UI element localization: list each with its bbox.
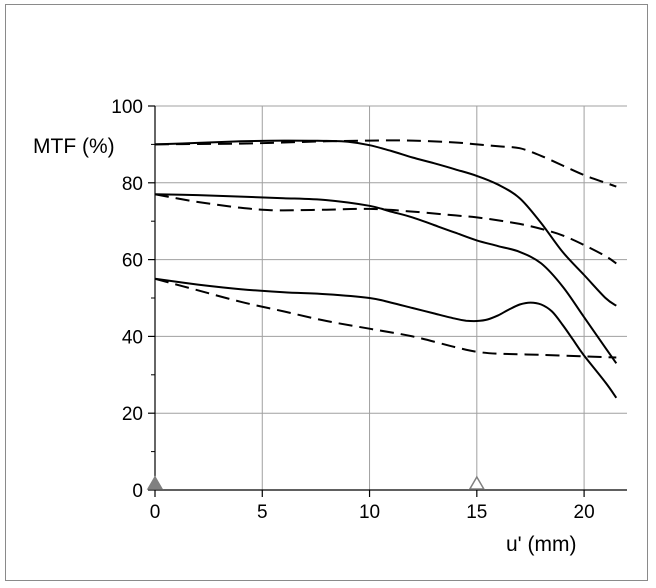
axes <box>148 105 627 497</box>
x-axis-label: u' (mm) <box>506 533 577 556</box>
series-line-2-dashed <box>154 139 617 188</box>
marker-triangle-outline-2 <box>468 475 486 490</box>
series-line-5-solid <box>154 277 618 399</box>
x-tick-label-0: 0 <box>150 502 161 523</box>
series-line-6-dashed <box>154 277 617 359</box>
series-line-1-solid <box>154 139 617 307</box>
y-axis-label: MTF (%) <box>33 135 115 158</box>
series-lines <box>154 139 618 399</box>
x-tick-label-20: 20 <box>574 502 595 523</box>
markers <box>146 475 486 490</box>
y-tick-label-60: 60 <box>122 251 143 272</box>
grid <box>155 105 627 490</box>
y-tick-label-100: 100 <box>111 97 143 118</box>
series-line-4-dashed <box>154 193 617 265</box>
tick-labels: 0 20 40 60 80 100 0 5 10 15 20 <box>111 97 594 523</box>
y-tick-label-0: 0 <box>132 481 143 502</box>
y-tick-label-40: 40 <box>122 327 143 348</box>
x-tick-label-15: 15 <box>466 502 487 523</box>
chart-frame <box>5 4 648 581</box>
y-tick-label-20: 20 <box>122 404 143 425</box>
marker-triangle-filled-1 <box>146 475 164 490</box>
y-tick-label-80: 80 <box>122 174 143 195</box>
series-line-3-solid <box>154 193 618 364</box>
x-tick-label-10: 10 <box>359 502 380 523</box>
x-tick-label-5: 5 <box>257 502 268 523</box>
